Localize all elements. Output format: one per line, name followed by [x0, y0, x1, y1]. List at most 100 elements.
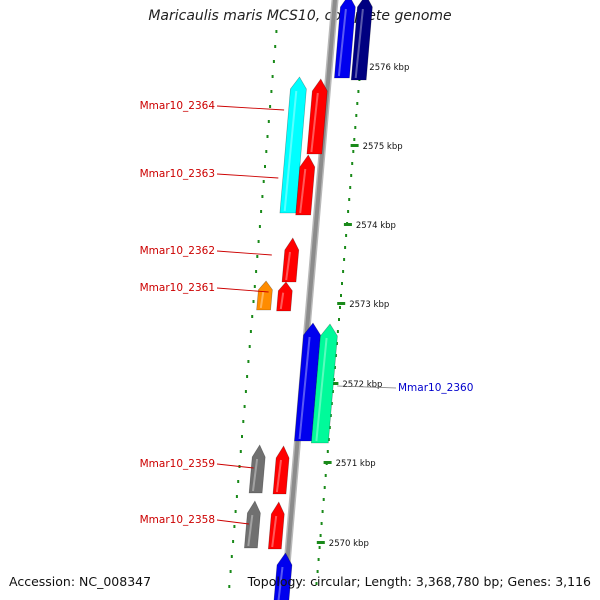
left-track-dot: [272, 60, 275, 63]
gene-arrow: [281, 237, 300, 283]
scale-label: 2570 kbp: [329, 539, 369, 549]
gene-label-leader: [216, 287, 269, 293]
right-track-dot: [328, 426, 331, 429]
right-track-dot: [320, 522, 323, 525]
gene-label: Mmar10_2359: [140, 458, 215, 470]
left-track-dot: [249, 330, 252, 333]
left-track-dot: [233, 525, 236, 528]
gene-label-leader: [216, 105, 285, 111]
left-track-dot: [228, 585, 231, 588]
left-track-dot: [253, 285, 256, 288]
left-track-dot: [252, 300, 255, 303]
left-track-dot: [241, 435, 243, 438]
gene-arrow: [310, 323, 338, 444]
left-track-dot: [230, 555, 233, 558]
left-track-dot: [258, 225, 261, 228]
left-track-dot: [262, 180, 265, 183]
left-track-dot: [267, 120, 270, 123]
right-track-dot: [330, 402, 333, 405]
left-track-dot: [256, 255, 259, 258]
right-track-dot: [354, 126, 357, 129]
left-track-dot: [235, 495, 238, 498]
right-track-dot: [340, 294, 342, 297]
left-track-dot: [242, 420, 245, 423]
left-track-dot: [269, 105, 272, 108]
gene-label: Mmar10_2360: [398, 382, 473, 394]
right-track-dot: [331, 390, 334, 393]
left-track-dot: [248, 345, 251, 348]
left-track-dot: [260, 210, 263, 213]
gene-highlight: [337, 8, 347, 77]
genome-title: Maricaulis maris MCS10, complete genome: [148, 8, 452, 24]
left-track-dot: [270, 90, 273, 93]
right-track-dot: [324, 474, 327, 477]
gene-highlight: [247, 514, 254, 547]
right-track-dot: [321, 510, 324, 513]
left-track-dot: [265, 150, 268, 153]
right-track-dot: [342, 270, 345, 273]
left-track-dot: [237, 480, 240, 483]
gene-highlight: [285, 251, 291, 281]
gene-label: Mmar10_2361: [140, 282, 215, 294]
gene-highlight: [315, 337, 328, 442]
gene-label-leader: [216, 250, 272, 256]
right-track-dot: [317, 558, 320, 561]
left-track-dot: [232, 540, 235, 543]
right-track-dot: [329, 414, 332, 417]
gene-label-leader: [216, 173, 279, 179]
right-track-dot: [315, 582, 318, 585]
scale-label: 2571 kbp: [336, 459, 376, 469]
gene-label: Mmar10_2364: [140, 100, 216, 112]
gene-arrow: [279, 76, 307, 214]
right-track-dot: [326, 450, 329, 453]
left-track-dot: [266, 135, 269, 138]
scale-tick: [316, 541, 325, 544]
right-track-dot: [316, 570, 319, 573]
right-track-dot: [339, 306, 341, 309]
scale-tick: [350, 144, 359, 147]
gene-arrow: [272, 445, 290, 495]
right-track-dot: [357, 90, 360, 93]
left-track-dot: [274, 45, 277, 48]
right-track-dot: [347, 210, 350, 213]
right-track-dot: [327, 438, 330, 441]
gene-highlight: [298, 336, 311, 440]
gene-highlight: [271, 515, 278, 548]
right-track-dot: [350, 174, 353, 177]
gene-label: Mmar10_2358: [140, 514, 215, 526]
gene-arrow: [306, 78, 328, 155]
right-track-dot: [318, 546, 321, 549]
right-track-dot: [343, 258, 346, 261]
topology-text: Topology: circular; Length: 3,368,780 bp…: [247, 574, 591, 589]
gene-label: Mmar10_2363: [140, 168, 215, 180]
gene-arrow: [267, 501, 285, 550]
right-track-dot: [333, 366, 336, 369]
gene-highlight: [259, 291, 265, 309]
gene-highlight: [277, 566, 284, 600]
left-track-dot: [244, 390, 247, 393]
left-track-dot: [275, 30, 278, 33]
right-track-dot: [338, 318, 340, 321]
right-track-dot: [336, 330, 339, 333]
right-track-dot: [334, 354, 337, 357]
gene-arrow: [256, 280, 273, 311]
gene-highlight: [310, 92, 319, 153]
gene-label-leader: [337, 385, 397, 389]
gene-arrow: [295, 154, 316, 216]
scale-label: 2572 kbp: [342, 380, 382, 390]
gene-highlight: [275, 459, 282, 493]
left-track-dot: [264, 165, 266, 168]
gene-label: Mmar10_2362: [140, 245, 215, 257]
right-track-dot: [335, 342, 338, 345]
scale-label: 2574 kbp: [356, 221, 396, 231]
gene-arrow: [273, 552, 293, 600]
right-track-dot: [319, 534, 322, 537]
gene-arrow: [248, 444, 266, 494]
left-track-dot: [239, 450, 242, 453]
right-track-dot: [341, 282, 343, 285]
gene-arrow: [276, 281, 293, 312]
left-track-dot: [246, 375, 249, 378]
left-track-dot: [243, 405, 246, 408]
right-track-dot: [351, 162, 354, 165]
